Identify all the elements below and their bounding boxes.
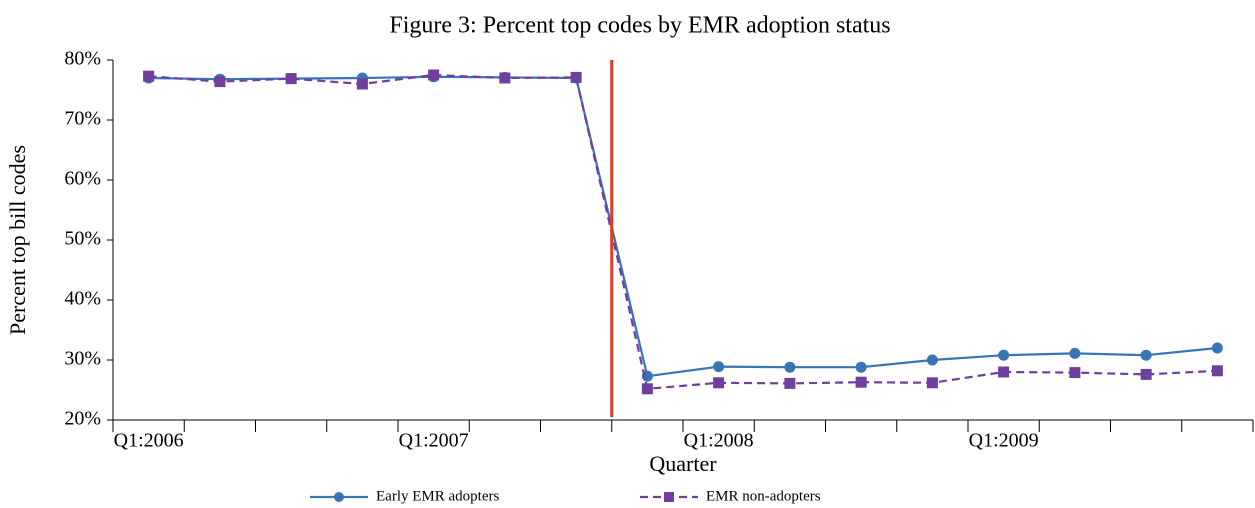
x-axis-title: Quarter — [649, 451, 717, 476]
y-tick-label: 80% — [64, 48, 101, 70]
point — [641, 383, 653, 395]
x-tick-label: Q1:2007 — [399, 430, 469, 452]
point — [143, 70, 155, 82]
point — [1069, 367, 1081, 379]
x-tick-label: Q1:2008 — [684, 430, 754, 452]
point — [713, 377, 725, 389]
point — [998, 366, 1010, 378]
y-tick-label: 40% — [64, 288, 101, 310]
point — [356, 78, 368, 90]
point — [855, 361, 867, 373]
series-line — [148, 73, 1218, 390]
y-tick-label: 20% — [64, 408, 101, 430]
y-tick-label: 70% — [64, 108, 101, 130]
legend-marker — [334, 492, 344, 502]
point — [926, 377, 938, 389]
point — [784, 361, 796, 373]
legend-label: EMR non-adopters — [706, 488, 821, 504]
chart-title: Figure 3: Percent top codes by EMR adopt… — [389, 13, 890, 39]
legend-label: Early EMR adopters — [376, 488, 499, 504]
point — [570, 71, 582, 83]
point — [1069, 347, 1081, 359]
point — [926, 354, 938, 366]
point — [1211, 365, 1223, 377]
series-line — [148, 75, 1218, 378]
y-tick-label: 50% — [64, 228, 101, 250]
point — [998, 349, 1010, 361]
point — [713, 361, 725, 373]
point — [784, 377, 796, 389]
point — [855, 376, 867, 388]
point — [1140, 349, 1152, 361]
x-tick-label: Q1:2009 — [969, 430, 1039, 452]
x-tick-label: Q1:2006 — [114, 430, 184, 452]
legend-marker — [664, 492, 674, 502]
point — [1140, 368, 1152, 380]
y-tick-label: 30% — [64, 348, 101, 370]
point — [214, 76, 226, 88]
point — [499, 72, 511, 84]
y-axis-title: Percent top bill codes — [5, 145, 30, 335]
y-tick-label: 60% — [64, 168, 101, 190]
point — [285, 73, 297, 85]
point — [428, 69, 440, 81]
point — [1211, 342, 1223, 354]
